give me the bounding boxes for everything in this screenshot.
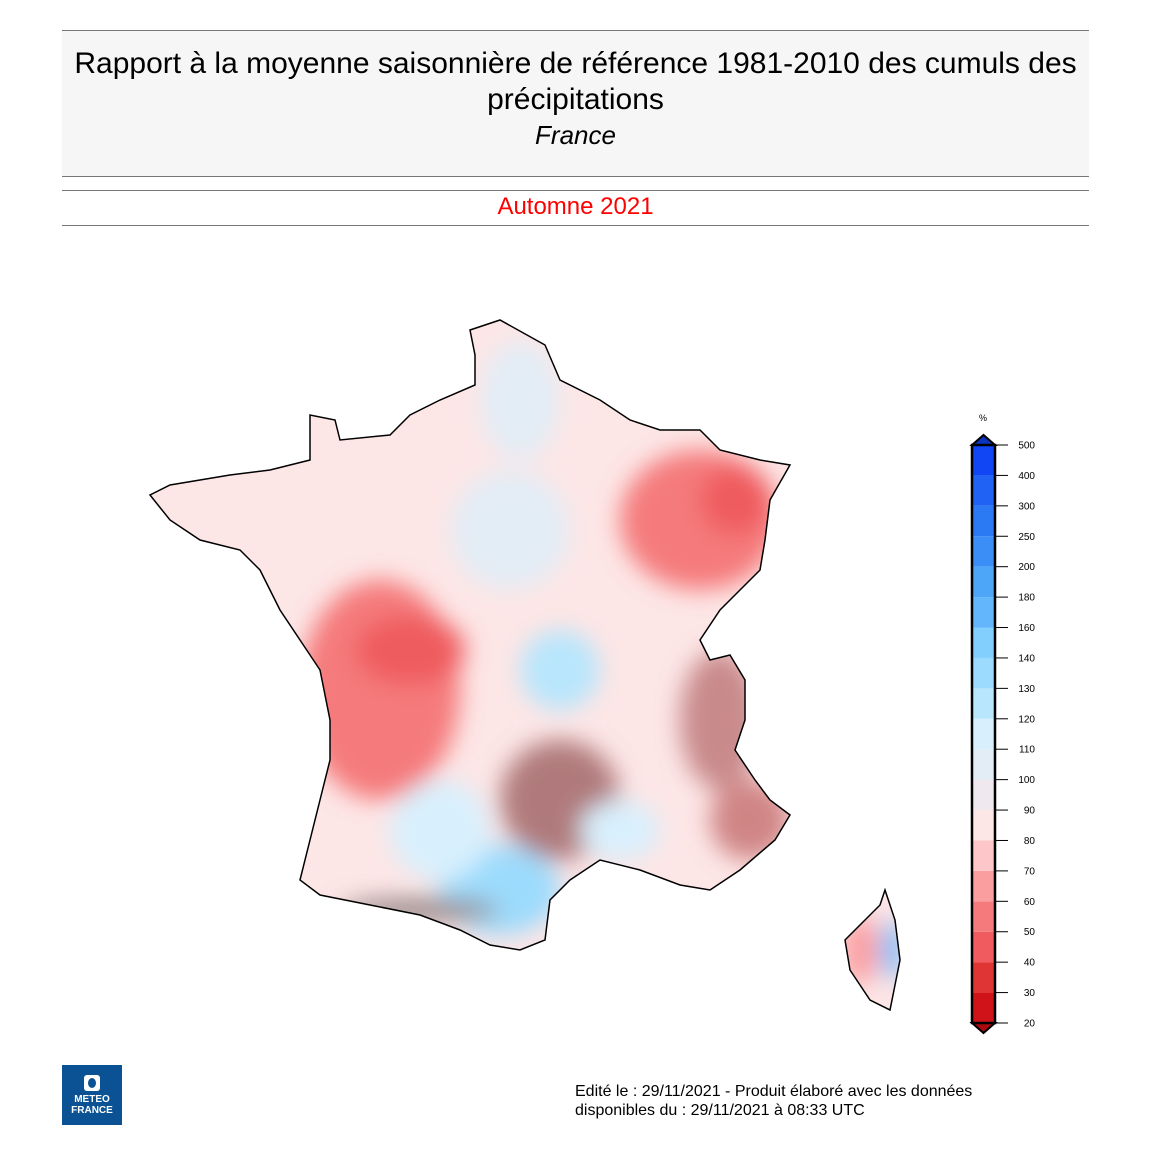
meteo-france-logo: METEO FRANCE	[62, 1065, 122, 1125]
period-label: Automne 2021	[62, 190, 1089, 226]
legend-swatch	[972, 718, 995, 750]
legend-tick-label: 500	[1018, 441, 1035, 452]
legend-swatch	[972, 870, 995, 902]
legend-tick-label: 20	[1024, 1019, 1036, 1030]
legend-swatch	[972, 657, 995, 689]
legend-swatch	[972, 597, 995, 628]
legend-tick-label: 80	[1024, 836, 1036, 847]
legend-tick-label: 60	[1024, 897, 1036, 908]
legend-tick-label: 110	[1019, 745, 1035, 756]
footer-line-1: Edité le : 29/11/2021 - Produit élaboré …	[575, 1083, 973, 1100]
legend-tick-label: 30	[1024, 988, 1036, 999]
map-fill	[150, 320, 900, 1010]
legend-tick-label: 180	[1018, 593, 1035, 604]
legend-tick-label: 250	[1018, 532, 1035, 543]
corsica-outline	[844, 887, 901, 1012]
legend-swatch	[972, 962, 995, 993]
legend-swatch	[972, 749, 995, 780]
page-title: Rapport à la moyenne saisonnière de réfé…	[74, 47, 1077, 116]
legend-tick-label: 70	[1024, 866, 1036, 877]
legend-swatch	[972, 627, 995, 658]
logo-text-2: FRANCE	[71, 1105, 113, 1116]
color-scale-legend: % 20 30 40 50 60 70 80 90 100 110 120 130 140 160 180 2…	[969, 413, 1036, 1035]
legend-swatch	[972, 992, 995, 1023]
legend-under-arrow	[969, 1022, 998, 1035]
footer-line-2: disponibles du : 29/11/2021 à 08:33 UTC	[575, 1102, 865, 1119]
legend-swatch	[972, 931, 995, 963]
legend-swatch	[972, 445, 995, 476]
legend-swatch	[972, 536, 995, 567]
legend-frame	[970, 443, 997, 1025]
legend-tick-label: 140	[1018, 653, 1035, 664]
legend-tick-label: 40	[1024, 958, 1036, 969]
logo-icon	[84, 1075, 100, 1091]
legend-tick-label: 130	[1018, 684, 1035, 695]
legend-tick-label: 400	[1018, 471, 1035, 482]
legend-tick-label: 50	[1024, 927, 1036, 938]
legend-tick-label: 200	[1018, 562, 1035, 573]
legend-tick-label: 300	[1018, 501, 1035, 512]
legend-swatch	[972, 475, 995, 506]
region-subtitle: France	[535, 120, 616, 150]
legend-swatch	[972, 840, 995, 871]
legend-tick-label: 100	[1018, 775, 1035, 786]
legend-swatch	[972, 688, 995, 719]
legend-swatch	[972, 810, 995, 841]
edition-info: Edité le : 29/11/2021 - Produit élaboré …	[575, 1082, 972, 1120]
legend-tick-label: 120	[1018, 714, 1035, 725]
legend-unit: %	[979, 413, 987, 423]
title-panel: Rapport à la moyenne saisonnière de réfé…	[62, 30, 1089, 177]
legend-swatch	[972, 779, 995, 811]
legend-swatch	[972, 566, 995, 598]
legend-swatch	[972, 505, 995, 537]
logo-text-1: METEO	[74, 1094, 110, 1105]
legend-over-arrow	[969, 433, 998, 446]
legend-tick-label: 160	[1018, 623, 1035, 634]
legend-tick-label: 90	[1024, 806, 1036, 817]
legend-swatch	[972, 901, 995, 932]
